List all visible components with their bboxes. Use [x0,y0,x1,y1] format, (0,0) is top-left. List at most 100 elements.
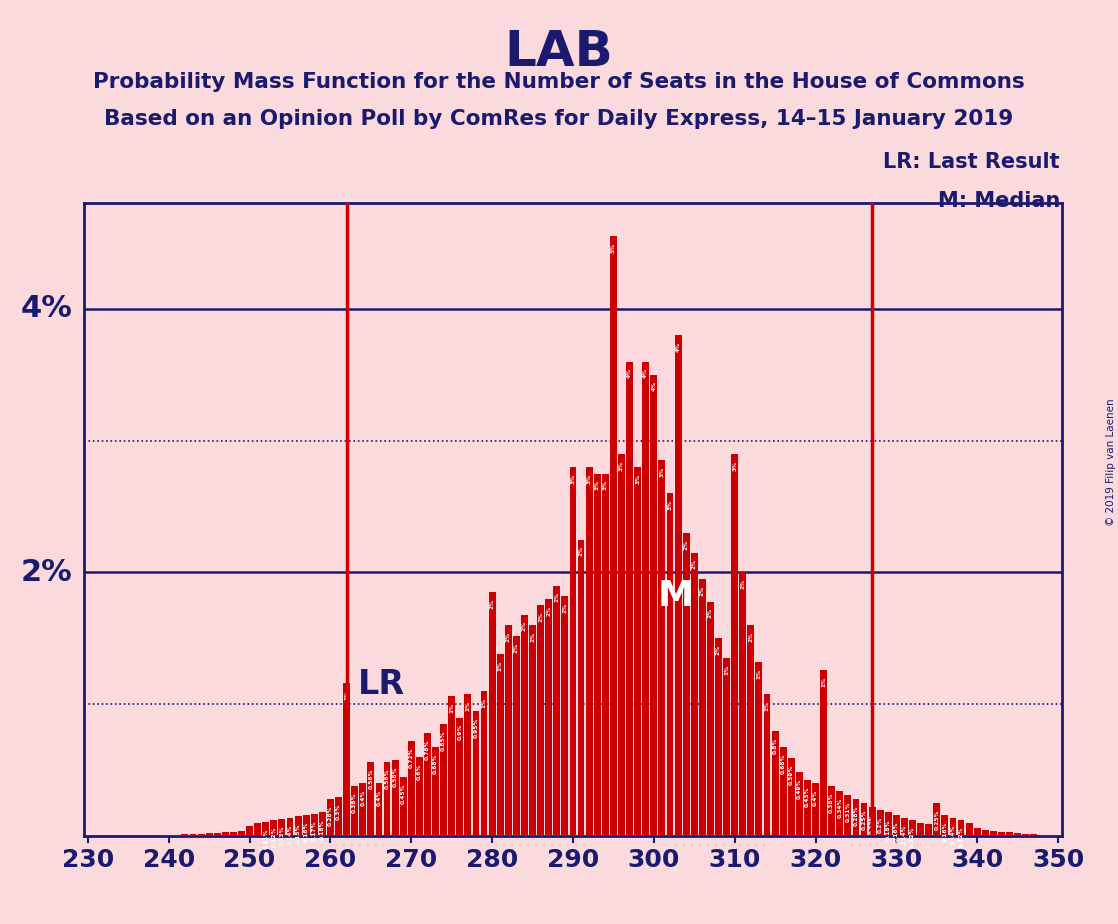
Bar [739,573,746,836]
Bar [877,809,883,836]
Bar [610,237,617,836]
Bar [626,361,633,836]
Bar [473,711,480,836]
Bar [481,691,487,836]
Bar [505,626,512,836]
Bar [934,803,940,836]
Bar [335,796,342,836]
Text: 1%: 1% [465,700,471,711]
Text: 3%: 3% [635,474,641,484]
Bar [246,826,253,836]
Bar [699,579,705,836]
Bar [578,540,585,836]
Text: 0.4%: 0.4% [377,790,381,807]
Bar [432,747,439,836]
Bar [359,784,367,836]
Bar [723,658,730,836]
Text: 0.68%: 0.68% [780,753,786,773]
Text: Based on an Opinion Poll by ComRes for Daily Express, 14–15 January 2019: Based on an Opinion Poll by ComRes for D… [104,109,1014,129]
Bar [513,636,520,836]
Text: 2%: 2% [538,612,543,622]
Text: 1%: 1% [765,700,769,711]
Text: 4%: 4% [627,368,632,378]
Bar [561,596,568,836]
Bar [666,493,673,836]
Bar [989,831,997,836]
Bar [594,474,600,836]
Text: 2%: 2% [530,632,536,642]
Bar [926,824,932,836]
Text: 2%: 2% [692,559,697,569]
Text: 3%: 3% [660,467,664,477]
Bar [351,786,358,836]
Text: LR: Last Result: LR: Last Result [883,152,1060,173]
Text: 3%: 3% [570,474,576,484]
Text: 0.8%: 0.8% [773,737,778,754]
Text: 0.13%: 0.13% [280,826,284,846]
Text: 0.56%: 0.56% [368,769,373,789]
Bar [496,654,503,836]
Bar [181,834,188,836]
Bar [440,724,447,836]
Bar [271,821,277,836]
Text: 0.4%: 0.4% [813,790,818,807]
Text: 0.2%: 0.2% [878,817,883,833]
Text: 0.59%: 0.59% [789,765,794,785]
Text: 0.12%: 0.12% [958,827,964,847]
Text: 2%: 2% [547,605,551,615]
Bar [521,614,528,836]
Bar [311,814,318,836]
Text: 0.18%: 0.18% [320,819,325,840]
Bar [804,780,811,836]
Bar [206,833,212,836]
Bar [901,818,908,836]
Bar [408,741,415,836]
Bar [659,460,665,836]
Bar [844,796,851,836]
Bar [263,821,269,836]
Text: 2%: 2% [514,642,519,652]
Text: 4%: 4% [652,382,656,392]
Text: LAB: LAB [504,28,614,76]
Text: 1%: 1% [344,690,349,700]
Bar [456,718,463,836]
Bar [821,670,827,836]
Text: 0.4%: 0.4% [360,790,366,807]
Text: 2%: 2% [708,608,713,618]
Text: 0.95%: 0.95% [473,718,479,738]
Text: 0.38%: 0.38% [830,793,834,813]
Text: 1%: 1% [482,698,486,708]
Bar [683,533,690,836]
Bar [538,605,544,836]
Bar [716,638,722,836]
Bar [553,586,560,836]
Text: 2%: 2% [20,558,72,587]
Bar [836,791,843,836]
Text: 2%: 2% [490,599,494,609]
Text: 0.14%: 0.14% [950,824,956,845]
Bar [691,553,698,836]
Bar [286,818,293,836]
Text: 0.43%: 0.43% [805,786,809,807]
Bar [949,818,956,836]
Text: 0.3%: 0.3% [337,803,341,820]
Bar [1039,834,1045,836]
Text: 1%: 1% [498,661,503,671]
Bar [1006,833,1013,836]
Bar [853,799,860,836]
Text: 0.28%: 0.28% [853,806,859,826]
Bar [643,361,650,836]
Bar [764,694,770,836]
Text: 0.25%: 0.25% [935,809,939,831]
Text: Probability Mass Function for the Number of Seats in the House of Commons: Probability Mass Function for the Number… [93,72,1025,92]
Text: 0.28%: 0.28% [328,806,333,826]
Text: 0.31%: 0.31% [845,802,851,822]
Text: 2%: 2% [700,586,704,596]
Text: 0.12%: 0.12% [272,827,276,847]
Text: 2%: 2% [562,602,568,613]
Text: 0.58%: 0.58% [392,766,398,787]
Text: 4%: 4% [675,342,681,352]
Bar [214,833,220,836]
Text: 2%: 2% [505,632,511,642]
Bar [343,683,350,836]
